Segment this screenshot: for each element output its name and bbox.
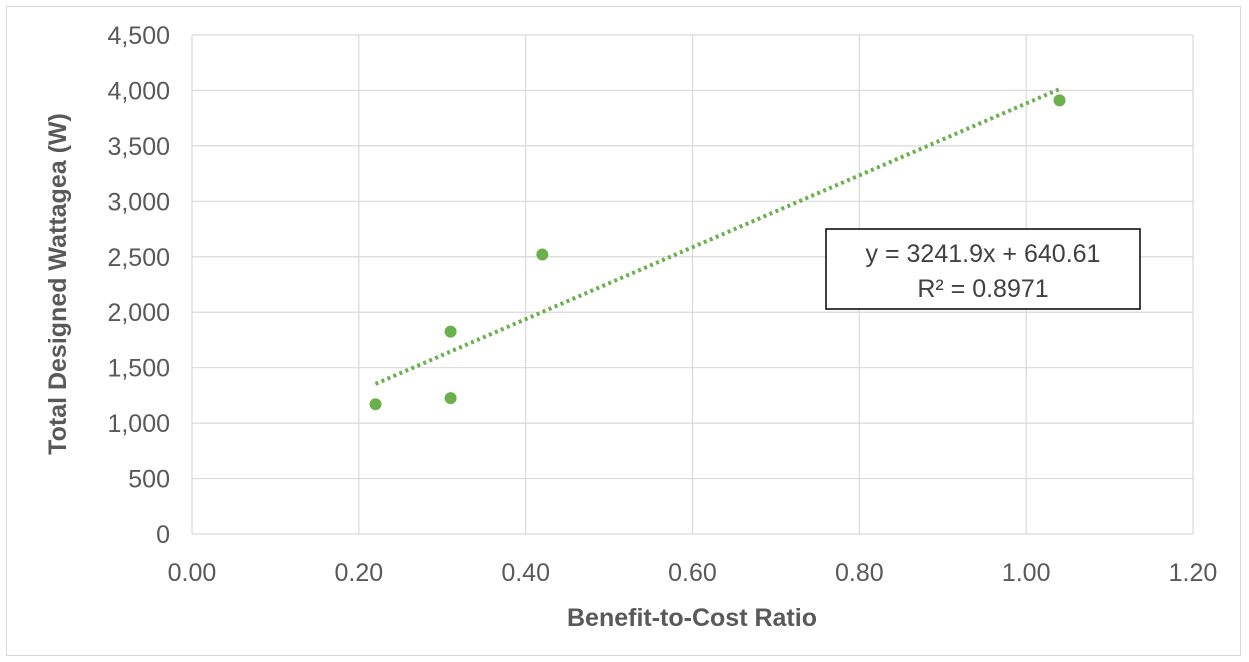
y-tick-label: 4,000 <box>107 77 170 105</box>
x-tick-label: 0.60 <box>668 559 717 587</box>
chart-frame <box>6 6 1241 656</box>
data-point <box>444 325 457 338</box>
x-tick-label: 1.20 <box>1169 559 1218 587</box>
y-tick-label: 2,500 <box>107 244 170 272</box>
y-tick-label: 3,500 <box>107 133 170 161</box>
x-tick-label: 0.20 <box>334 559 383 587</box>
x-tick-label: 0.40 <box>501 559 550 587</box>
trendline-equation: y = 3241.9x + 640.61 <box>866 240 1101 268</box>
trendline-r-squared: R² = 0.8971 <box>917 275 1048 303</box>
data-point <box>369 398 382 411</box>
y-tick-label: 4,500 <box>107 22 170 50</box>
y-tick-label: 3,000 <box>107 188 170 216</box>
x-tick-label: 1.00 <box>1002 559 1051 587</box>
data-points <box>369 94 1066 411</box>
y-tick-label: 500 <box>128 466 170 494</box>
x-axis-ticks: 0.00 0.20 0.40 0.60 0.80 1.00 1.20 <box>168 559 1218 587</box>
x-tick-label: 0.00 <box>168 559 217 587</box>
data-point <box>1053 94 1066 107</box>
y-tick-label: 0 <box>156 521 170 549</box>
linear-trendline <box>374 87 1061 386</box>
x-tick-label: 0.80 <box>835 559 884 587</box>
trendline-equation-box: y = 3241.9x + 640.61 R² = 0.8971 <box>825 228 1141 310</box>
y-axis-ticks: 0 500 1,000 1,500 2,000 2,500 3,000 3,500 4,000 4… <box>107 22 170 549</box>
y-axis-title: Total Designed Wattagea (W) <box>44 113 72 455</box>
y-tick-label: 1,000 <box>107 410 170 438</box>
x-axis-title: Benefit-to-Cost Ratio <box>567 604 817 632</box>
data-point <box>444 392 457 405</box>
data-point <box>536 248 549 261</box>
y-tick-label: 1,500 <box>107 355 170 383</box>
trendline-layer <box>374 87 1061 386</box>
y-tick-label: 2,000 <box>107 299 170 327</box>
